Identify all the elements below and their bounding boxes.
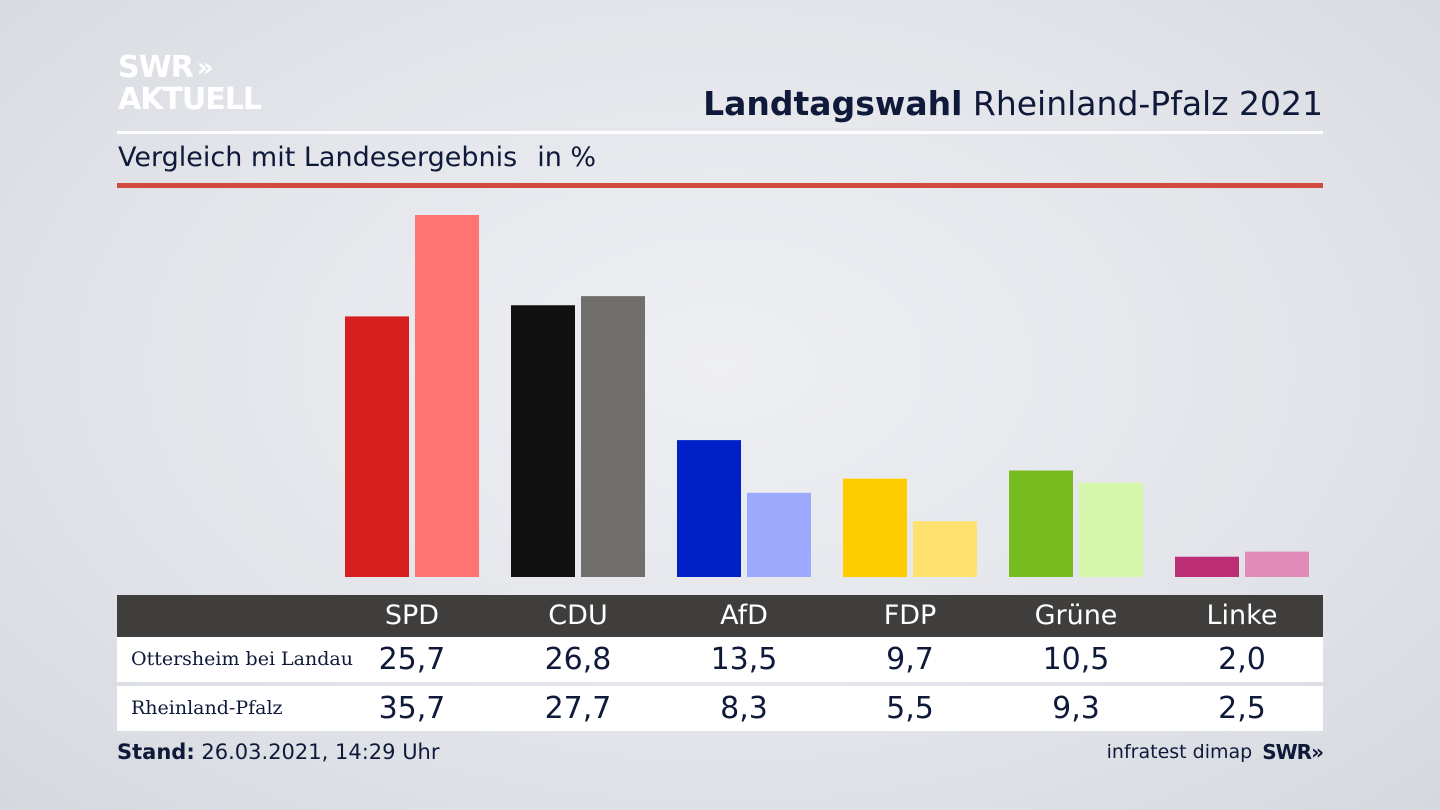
bar-fdp-state — [913, 521, 977, 577]
timestamp: Stand: 26.03.2021, 14:29 Uhr — [117, 740, 440, 764]
bar-chart — [345, 215, 1309, 577]
table-cell: 2,5 — [1218, 691, 1266, 726]
table-cell: 5,5 — [886, 691, 934, 726]
title-rest: Rheinland-Pfalz 2021 — [972, 84, 1323, 123]
logo-swr-text: SWR — [118, 50, 194, 85]
bar-spd-state — [415, 215, 479, 577]
column-header: FDP — [883, 600, 937, 631]
subtitle-text: Vergleich mit Landesergebnis — [118, 142, 518, 173]
subtitle-unit: in % — [537, 142, 597, 173]
column-header: AfD — [720, 600, 768, 631]
bar-gruene-state — [1079, 482, 1143, 577]
column-header: CDU — [548, 600, 608, 631]
table-cell: 35,7 — [378, 691, 446, 726]
logo-arrows-icon: » — [196, 53, 214, 83]
logo-aktuell-text: AKTUELL — [118, 82, 262, 117]
table-cell: 8,3 — [720, 691, 768, 726]
source-credit: infratest dimap SWR» — [1106, 740, 1324, 764]
table-row: Rheinland-Pfalz 35,7 27,7 8,3 5,5 9,3 2,5 — [117, 686, 1323, 731]
bar-afd-state — [747, 492, 811, 577]
table-cell: 2,0 — [1218, 642, 1266, 677]
table-cell: 27,7 — [544, 691, 612, 726]
stand-label: Stand: — [117, 740, 195, 764]
table-cell: 13,5 — [710, 642, 778, 677]
row-label: Rheinland-Pfalz — [131, 697, 283, 719]
bar-cdu-local — [511, 305, 575, 577]
bar-gruene-local — [1009, 470, 1073, 577]
bar-linke-local — [1175, 556, 1239, 577]
source-name: infratest dimap — [1106, 741, 1253, 763]
table-cell: 10,5 — [1042, 642, 1110, 677]
chart-subtitle: Vergleich mit Landesergebnis in % — [118, 142, 596, 173]
bar-cdu-state — [581, 296, 645, 577]
results-table: SPD CDU AfD FDP Grüne Linke Ottersheim bei La… — [117, 595, 1323, 731]
bar-spd-local — [345, 316, 409, 577]
swr-aktuell-logo: SWR» AKTUELL — [118, 50, 262, 117]
table-header-row: SPD CDU AfD FDP Grüne Linke — [117, 595, 1323, 637]
footer-arrows-icon: » — [1311, 740, 1324, 764]
table-cell: 26,8 — [544, 642, 612, 677]
column-header: SPD — [384, 600, 440, 631]
divider-white — [117, 131, 1323, 134]
table-cell: 9,3 — [1052, 691, 1100, 726]
swr-footer-logo: SWR» — [1262, 740, 1324, 764]
column-header: Linke — [1206, 600, 1278, 631]
divider-accent — [117, 183, 1323, 188]
bar-linke-state — [1245, 551, 1309, 577]
column-header: Grüne — [1034, 600, 1118, 631]
footer-brand-text: SWR — [1262, 740, 1312, 764]
page-title: Landtagswahl Rheinland-Pfalz 2021 — [703, 84, 1323, 123]
table-row: Ottersheim bei Landau 25,7 26,8 13,5 9,7 10,… — [117, 637, 1323, 682]
title-bold: Landtagswahl — [703, 84, 963, 123]
table-cell: 25,7 — [378, 642, 446, 677]
bar-fdp-local — [843, 478, 907, 577]
stand-value: 26.03.2021, 14:29 Uhr — [201, 740, 440, 764]
row-label: Ottersheim bei Landau — [131, 648, 353, 670]
bar-afd-local — [677, 440, 741, 577]
table-cell: 9,7 — [886, 642, 934, 677]
